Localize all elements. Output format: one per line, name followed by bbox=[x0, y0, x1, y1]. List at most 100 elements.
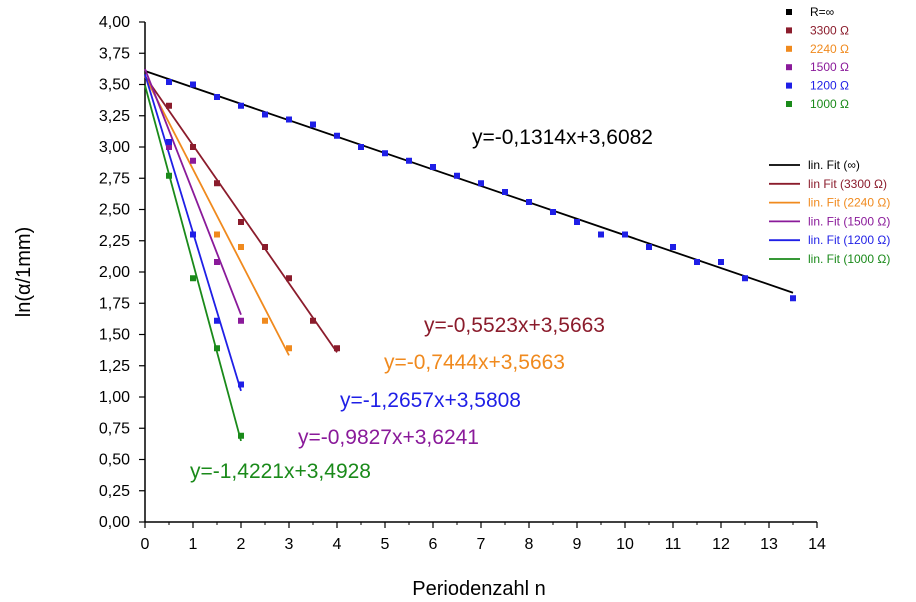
legend-label: 3300 Ω bbox=[810, 23, 849, 37]
fit-equation-label: y=-0,5523x+3,5663 bbox=[424, 314, 605, 337]
legend-marker bbox=[786, 45, 792, 52]
equation-labels: y=-0,1314x+3,6082 y=-0,5523x+3,5663 y=-0,7… bbox=[190, 126, 653, 483]
data-point bbox=[550, 209, 556, 215]
data-point bbox=[694, 259, 700, 265]
data-point bbox=[214, 317, 220, 324]
y-tick-label: 0,50 bbox=[99, 452, 130, 469]
y-tick-label: 0,00 bbox=[99, 514, 130, 531]
data-point bbox=[166, 102, 172, 109]
y-tick-label: 0,25 bbox=[99, 483, 130, 500]
data-point bbox=[574, 219, 580, 225]
data-point bbox=[790, 295, 796, 302]
data-point bbox=[166, 172, 172, 179]
x-tick-label: 0 bbox=[141, 536, 150, 553]
x-tick-label: 12 bbox=[712, 536, 730, 553]
y-tick-label: 2,50 bbox=[99, 202, 130, 219]
x-tick-label: 9 bbox=[573, 536, 582, 553]
data-point bbox=[286, 345, 292, 352]
data-point bbox=[190, 231, 196, 238]
x-tick-label: 10 bbox=[616, 536, 634, 553]
legend-marker bbox=[786, 101, 792, 107]
legend-fit-label: lin. Fit (1000 Ω) bbox=[808, 252, 890, 266]
y-tick-label: 1,00 bbox=[99, 389, 130, 406]
data-point bbox=[166, 79, 172, 85]
data-point bbox=[214, 345, 220, 352]
data-point bbox=[670, 244, 676, 250]
data-point bbox=[190, 275, 196, 282]
y-tick-label: 2,25 bbox=[99, 233, 130, 250]
data-point bbox=[214, 180, 220, 187]
data-point bbox=[502, 189, 508, 195]
data-point bbox=[190, 81, 196, 88]
legend-fit-label: lin Fit (3300 Ω) bbox=[808, 177, 887, 191]
data-point bbox=[214, 259, 220, 265]
data-points bbox=[166, 79, 796, 439]
data-point bbox=[238, 432, 244, 439]
data-point bbox=[238, 244, 244, 250]
x-axis-title: Periodenzahl n bbox=[412, 578, 545, 600]
axes: 0 1 2 3 4 5 6 7 8 9 10 11 12 13 140,000,250,500,751,00… bbox=[99, 14, 826, 553]
data-point bbox=[262, 244, 268, 250]
fit-equation-label: y=-0,1314x+3,6082 bbox=[472, 126, 653, 149]
legend-fit-label: lin. Fit (1200 Ω) bbox=[808, 233, 890, 247]
legend-fit-label: lin. Fit (∞) bbox=[808, 158, 860, 172]
data-point bbox=[646, 244, 652, 250]
data-point bbox=[166, 144, 172, 150]
data-point bbox=[478, 180, 484, 187]
x-tick-label: 7 bbox=[477, 536, 486, 553]
data-point bbox=[526, 199, 532, 205]
fit-line bbox=[144, 75, 290, 356]
data-point bbox=[286, 275, 292, 282]
legend-marker bbox=[786, 27, 792, 34]
fit-equation-label: y=-1,4221x+3,4928 bbox=[190, 460, 371, 483]
x-tick-label: 2 bbox=[237, 536, 246, 553]
fit-lines bbox=[144, 68, 794, 442]
data-point bbox=[238, 381, 244, 388]
legend-fit-label: lin. Fit (2240 Ω) bbox=[808, 196, 890, 210]
data-point bbox=[310, 121, 316, 128]
legends: R=∞ 3300 Ω 2240 Ω 1500 Ω 1200 Ω 1000 Ω lin. Fi… bbox=[769, 5, 890, 266]
fit-line bbox=[144, 85, 242, 442]
fit-equation-label: y=-0,7444x+3,5663 bbox=[384, 351, 565, 374]
legend-label: 1000 Ω bbox=[810, 97, 849, 111]
data-point bbox=[238, 102, 244, 109]
y-tick-label: 1,25 bbox=[99, 358, 130, 375]
y-tick-label: 2,75 bbox=[99, 170, 130, 187]
data-point bbox=[334, 132, 340, 139]
data-point bbox=[238, 219, 244, 225]
data-point bbox=[262, 111, 268, 118]
y-tick-label: 3,75 bbox=[99, 45, 130, 62]
data-point bbox=[286, 116, 292, 123]
data-point bbox=[262, 317, 268, 324]
legend-label: 1500 Ω bbox=[810, 60, 849, 74]
data-point bbox=[190, 144, 196, 150]
data-point bbox=[358, 144, 364, 150]
legend-label: R=∞ bbox=[810, 5, 834, 19]
y-tick-label: 1,75 bbox=[99, 295, 130, 312]
x-tick-label: 1 bbox=[189, 536, 198, 553]
x-tick-label: 3 bbox=[285, 536, 294, 553]
data-point bbox=[454, 172, 460, 179]
data-point bbox=[430, 164, 436, 170]
x-tick-label: 4 bbox=[333, 536, 342, 553]
legend-marker bbox=[786, 82, 792, 89]
data-point bbox=[742, 275, 748, 282]
x-tick-label: 13 bbox=[760, 536, 778, 553]
fit-equation-label: y=-1,2657x+3,5808 bbox=[340, 389, 521, 412]
fit-line bbox=[144, 70, 794, 294]
y-tick-label: 3,25 bbox=[99, 108, 130, 125]
legend-marker bbox=[786, 64, 792, 71]
y-tick-label: 2,00 bbox=[99, 264, 130, 281]
y-tick-label: 3,50 bbox=[99, 77, 130, 94]
x-tick-label: 14 bbox=[808, 536, 826, 553]
y-tick-label: 1,50 bbox=[99, 327, 130, 344]
data-point bbox=[334, 345, 340, 352]
fit-equation-label: y=-0,9827x+3,6241 bbox=[298, 426, 479, 449]
x-tick-label: 6 bbox=[429, 536, 438, 553]
x-tick-label: 8 bbox=[525, 536, 534, 553]
fit-line bbox=[144, 68, 242, 315]
data-point bbox=[382, 150, 388, 157]
data-point bbox=[406, 157, 412, 164]
legend-label: 1200 Ω bbox=[810, 79, 849, 93]
